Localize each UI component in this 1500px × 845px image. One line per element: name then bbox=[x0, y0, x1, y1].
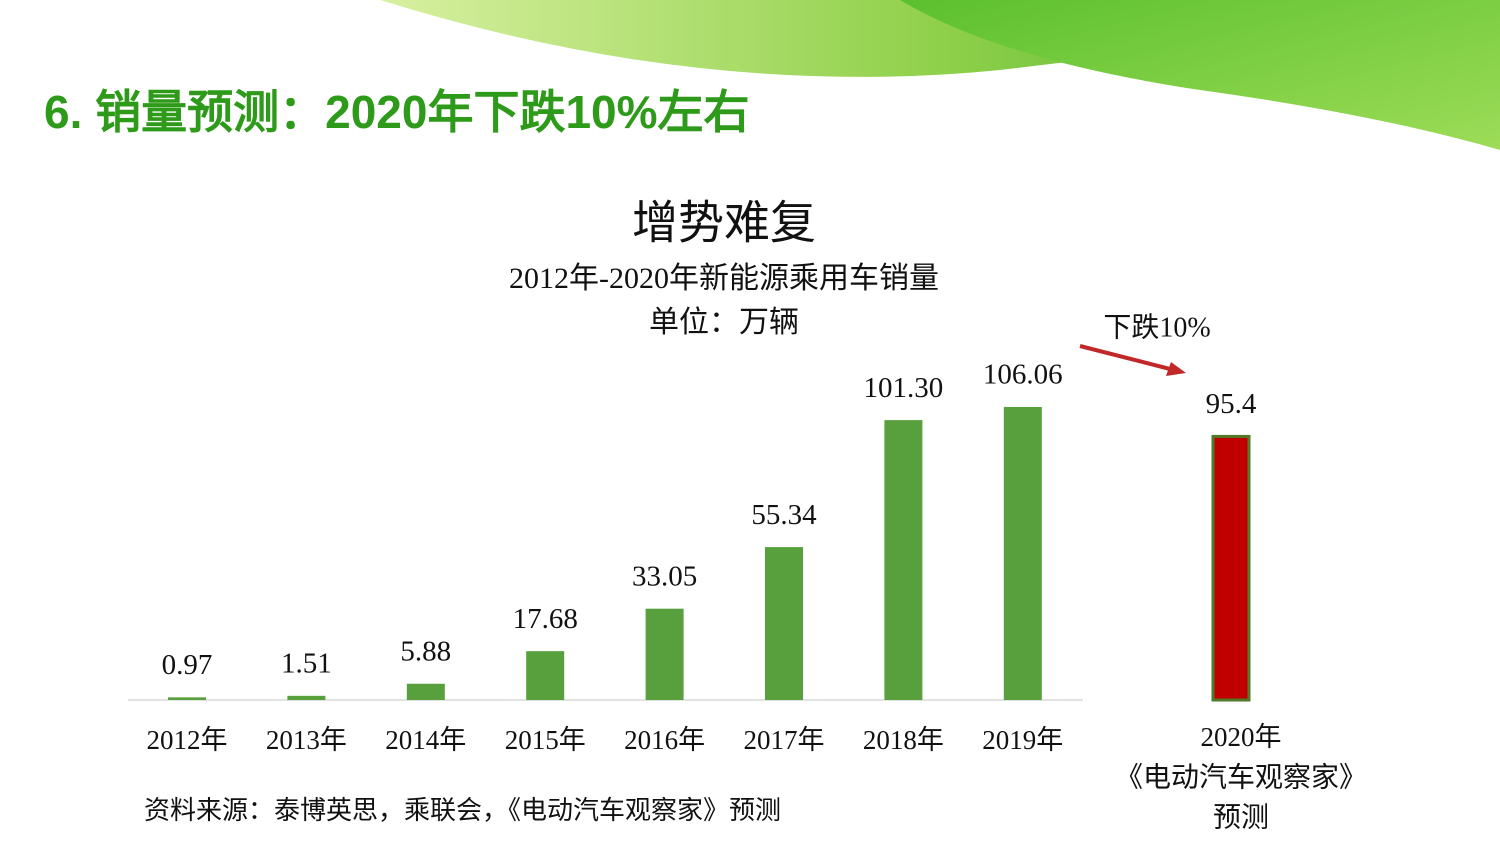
bar bbox=[526, 651, 565, 700]
x-tick-label: 2020年 bbox=[1201, 722, 1282, 752]
bar bbox=[884, 420, 923, 700]
bar bbox=[1211, 434, 1251, 702]
x-tick-label: 2016年 bbox=[624, 725, 705, 755]
header-swoosh bbox=[900, 0, 1500, 150]
bar bbox=[406, 683, 445, 700]
arrow bbox=[1079, 344, 1171, 371]
slide-title: 6. 销量预测：2020年下跌10%左右 bbox=[44, 86, 750, 138]
arrow-head bbox=[1166, 362, 1186, 376]
value-label: 0.97 bbox=[162, 649, 213, 681]
bar bbox=[645, 608, 684, 700]
value-label: 5.88 bbox=[400, 635, 451, 667]
value-label: 33.05 bbox=[632, 560, 697, 592]
x-tick-label: 2018年 bbox=[863, 725, 944, 755]
x-tick-label: 2012年 bbox=[147, 725, 228, 755]
x-tick-label: 2015年 bbox=[505, 725, 586, 755]
bar bbox=[168, 697, 206, 700]
chart-subtitle: 2012年-2020年新能源乘用车销量 bbox=[509, 262, 939, 295]
forecast-note: 预测 bbox=[1213, 802, 1269, 833]
forecast-note: 《电动汽车观察家》 bbox=[1115, 761, 1367, 793]
bar bbox=[1003, 406, 1042, 700]
source-note: 资料来源：泰博英思，乘联会，《电动汽车观察家》预测 bbox=[144, 796, 781, 825]
x-tick-label: 2013年 bbox=[266, 725, 347, 755]
bar bbox=[287, 695, 326, 700]
bar bbox=[765, 547, 803, 700]
chart-title: 增势难复 bbox=[632, 198, 816, 249]
x-tick-label: 2019年 bbox=[982, 725, 1063, 755]
value-label: 95.4 bbox=[1206, 388, 1257, 420]
unit-label: 单位：万辆 bbox=[649, 306, 799, 339]
x-tick-label: 2017年 bbox=[744, 725, 825, 755]
x-tick-label: 2014年 bbox=[385, 725, 466, 755]
value-label: 55.34 bbox=[751, 499, 817, 531]
annotation: 下跌10% bbox=[1103, 311, 1210, 343]
value-label: 101.30 bbox=[864, 372, 944, 404]
value-label: 106.06 bbox=[983, 359, 1063, 391]
value-label: 17.68 bbox=[513, 603, 578, 635]
value-label: 1.51 bbox=[281, 647, 332, 679]
